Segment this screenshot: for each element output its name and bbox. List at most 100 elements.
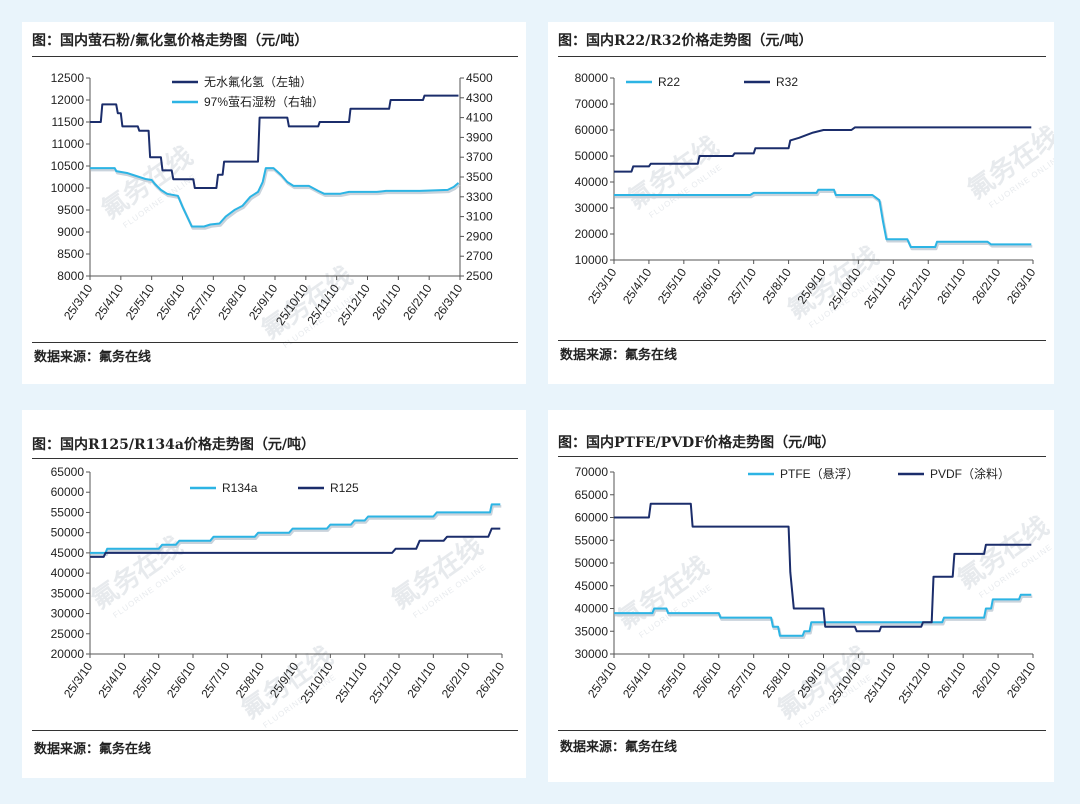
x-tick-label: 25/11/10 (332, 659, 370, 705)
y-tick-label: 25000 (51, 627, 85, 641)
x-tick-label: 26/3/10 (431, 281, 466, 322)
x-tick-label: 25/12/10 (366, 659, 404, 706)
y-tick-label-right: 3900 (466, 130, 493, 144)
title-divider (32, 56, 518, 57)
y-tick-label: 50000 (51, 526, 85, 540)
panel-title: 图：国内R22/R32价格走势图（元/吨） (558, 33, 813, 49)
y-tick-label: 20000 (575, 227, 609, 241)
x-tick-label: 25/4/10 (620, 659, 655, 700)
y-tick-label: 80000 (575, 71, 609, 85)
data-source: 数据来源：氟务在线 (560, 740, 678, 755)
series-line-1 (614, 188, 1032, 248)
y-tick-label: 30000 (575, 201, 609, 215)
legend-label: R22 (658, 75, 680, 89)
x-tick-label: 26/3/10 (473, 659, 508, 700)
panel-r125-r134a: 图：国内R125/R134a价格走势图（元/吨） 氟务在线 FLUORINE ON… (22, 410, 526, 778)
y-tick-label: 8500 (57, 247, 84, 261)
panel-r22-r32: 图：国内R22/R32价格走势图（元/吨） 氟务在线 FLUORINE ONLIN… (548, 22, 1054, 384)
source-divider (558, 340, 1046, 341)
x-tick-label: 25/7/10 (725, 265, 760, 306)
y-tick-label: 60000 (575, 123, 609, 137)
series-line-2 (90, 167, 460, 228)
x-tick-label: 25/3/10 (61, 659, 96, 700)
y-tick-label: 9500 (57, 203, 84, 217)
y-tick-label-right: 4100 (466, 111, 493, 125)
y-tick-label: 10000 (575, 253, 609, 267)
x-tick-label: 25/4/10 (95, 659, 130, 700)
series-line-2 (90, 527, 501, 558)
y-tick-label: 11500 (52, 115, 85, 129)
x-tick-label: 25/12/10 (895, 265, 933, 312)
series-line-1 (614, 593, 1032, 637)
x-tick-label: 25/4/10 (92, 281, 127, 322)
y-tick-label: 65000 (51, 465, 85, 479)
x-tick-label: 26/3/10 (1004, 659, 1039, 700)
y-tick-label: 10500 (51, 159, 85, 173)
y-tick-label: 12000 (51, 93, 85, 107)
x-tick-label: 25/5/10 (655, 659, 690, 700)
legend-label: R134a (222, 481, 258, 495)
data-source: 数据来源：氟务在线 (560, 348, 678, 363)
y-tick-label: 30000 (51, 607, 85, 621)
y-tick-label: 65000 (575, 488, 609, 502)
x-tick-label: 25/3/10 (585, 659, 620, 700)
y-tick-label: 60000 (51, 485, 85, 499)
y-tick-label-right: 4500 (466, 71, 493, 85)
source-divider (32, 730, 518, 731)
legend-label: 无水氟化氢（左轴） (204, 74, 312, 89)
series-shadow (615, 595, 1033, 640)
title-divider (32, 458, 518, 459)
y-tick-label: 11000 (52, 137, 85, 151)
series-line-2 (614, 126, 1032, 173)
panel-title: 图：国内R125/R134a价格走势图（元/吨） (32, 437, 316, 453)
x-tick-label: 26/2/10 (400, 281, 435, 322)
x-tick-label: 25/7/10 (198, 659, 233, 700)
legend-label: R125 (330, 481, 359, 495)
y-tick-label: 50000 (575, 149, 609, 163)
y-tick-label-right: 3100 (466, 210, 493, 224)
legend-label: R32 (776, 75, 798, 89)
x-tick-label: 25/5/10 (123, 281, 158, 322)
x-tick-label: 26/1/10 (369, 281, 404, 322)
x-tick-label: 25/3/10 (585, 265, 620, 306)
data-source: 数据来源：氟务在线 (34, 350, 152, 365)
y-tick-label: 12500 (51, 71, 85, 85)
y-tick-label: 40000 (575, 602, 609, 616)
y-tick-label: 70000 (575, 465, 609, 479)
x-tick-label: 25/6/10 (690, 659, 725, 700)
legend-label: 97%萤石湿粉（右轴） (204, 94, 324, 109)
x-tick-label: 25/6/10 (164, 659, 199, 700)
x-tick-label: 25/7/10 (184, 281, 219, 322)
x-tick-label: 25/5/10 (130, 659, 165, 700)
y-tick-label: 20000 (51, 647, 85, 661)
title-divider (558, 456, 1046, 457)
data-source: 数据来源：氟务在线 (34, 742, 152, 757)
x-tick-label: 26/1/10 (934, 265, 969, 306)
y-tick-label-right: 3700 (466, 150, 493, 164)
x-tick-label: 25/6/10 (154, 281, 189, 322)
y-tick-label: 70000 (575, 97, 609, 111)
x-tick-label: 26/2/10 (969, 659, 1004, 700)
title-divider (558, 56, 1046, 57)
y-tick-label: 55000 (51, 505, 85, 519)
y-tick-label: 9000 (57, 225, 84, 239)
y-tick-label: 45000 (575, 579, 609, 593)
series-line-1 (90, 503, 501, 554)
source-divider (32, 342, 518, 343)
x-tick-label: 25/4/10 (620, 265, 655, 306)
x-tick-label: 25/7/10 (725, 659, 760, 700)
y-tick-label: 40000 (575, 175, 609, 189)
series-line-2 (614, 502, 1032, 633)
panel-title: 图：国内萤石粉/氟化氢价格走势图（元/吨） (32, 33, 309, 49)
x-tick-label: 26/2/10 (439, 659, 474, 700)
y-tick-label: 30000 (575, 647, 609, 661)
